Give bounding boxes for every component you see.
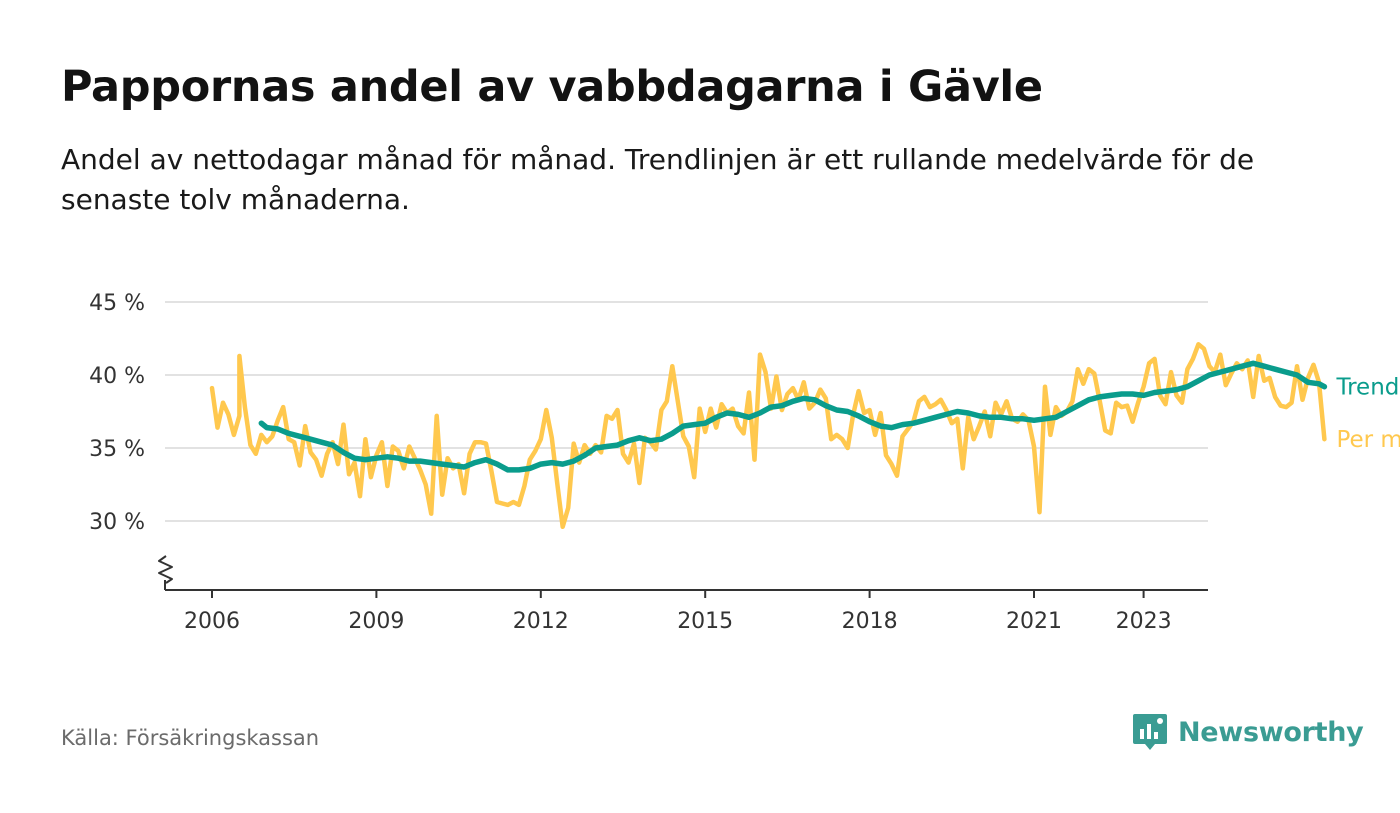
y-tick-label: 40 % bbox=[89, 364, 145, 389]
x-tick-label: 2018 bbox=[842, 609, 898, 634]
chart-title: Pappornas andel av vabbdagarna i Gävle bbox=[61, 62, 1043, 112]
x-tick-label: 2006 bbox=[184, 609, 240, 634]
brand-logo[interactable]: Newsworthy bbox=[1132, 712, 1364, 752]
zigzag-axis-break-icon bbox=[158, 555, 173, 584]
monthly-series-label: Per månad bbox=[1336, 425, 1400, 453]
trend-series-line bbox=[258, 360, 1328, 473]
series-labels: Per månad Trend bbox=[1335, 375, 1400, 454]
axes: 30 % 35 % 40 % 45 % 2006 2009 2012 2015 2018 2021… bbox=[89, 291, 1208, 634]
brand-name: Newsworthy bbox=[1178, 716, 1364, 748]
monthly-series-line bbox=[209, 342, 1327, 530]
trend-series-label: Trend bbox=[1335, 375, 1399, 401]
newsworthy-chart-bubble-icon bbox=[1133, 714, 1167, 750]
series-lines bbox=[209, 342, 1328, 530]
x-tick-label: 2012 bbox=[513, 609, 569, 634]
grid-lines bbox=[165, 301, 1208, 522]
x-tick-label: 2015 bbox=[677, 609, 733, 634]
chart-subtitle: Andel av nettodagar månad för månad. Tre… bbox=[61, 143, 1255, 216]
source-note: Källa: Försäkringskassan bbox=[61, 726, 320, 750]
x-tick-label: 2009 bbox=[348, 609, 404, 634]
x-tick-label: 2023 bbox=[1116, 609, 1172, 634]
x-tick-label: 2021 bbox=[1006, 609, 1062, 634]
y-tick-label: 45 % bbox=[89, 291, 145, 316]
y-tick-label: 30 % bbox=[89, 510, 145, 535]
y-tick-label: 35 % bbox=[89, 437, 145, 462]
